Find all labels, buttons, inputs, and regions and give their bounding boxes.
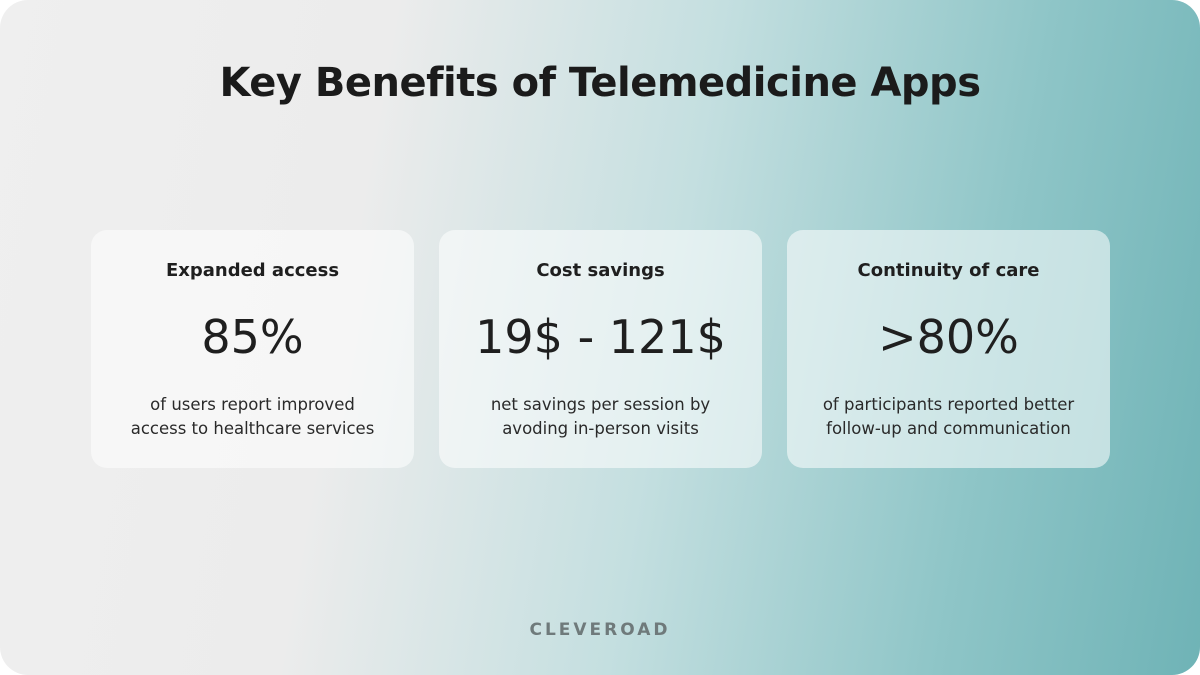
description-line: avoding in-person visits	[502, 419, 699, 438]
card-description: of users report improved access to health…	[91, 393, 414, 441]
description-line: follow-up and communication	[826, 419, 1071, 438]
card-description: net savings per session by avoding in-per…	[439, 393, 762, 441]
title: Key Benefits of Telemedicine Apps	[219, 60, 982, 106]
card-stat: 85%	[201, 310, 304, 364]
benefit-card: Continuity of care >80% of participants re…	[787, 230, 1110, 468]
benefit-card: Expanded access 85% of users report improv…	[91, 230, 414, 468]
brand: CLEVEROAD	[529, 620, 671, 640]
benefit-card: Cost savings 19$ - 121$ net savings per se…	[439, 230, 762, 468]
card-heading: Expanded access	[165, 260, 340, 281]
card-stat: 19$ - 121$	[475, 310, 726, 364]
description-line: access to healthcare services	[130, 419, 375, 438]
description-line: net savings per session by	[490, 395, 711, 414]
card-stat: >80%	[878, 310, 1019, 364]
description-line: of users report improved	[150, 395, 355, 414]
card-description: of participants reported better follow-up…	[787, 393, 1110, 441]
card-heading: Cost savings	[536, 260, 665, 281]
card-heading: Continuity of care	[857, 260, 1040, 281]
description-line: of participants reported better	[822, 395, 1075, 414]
